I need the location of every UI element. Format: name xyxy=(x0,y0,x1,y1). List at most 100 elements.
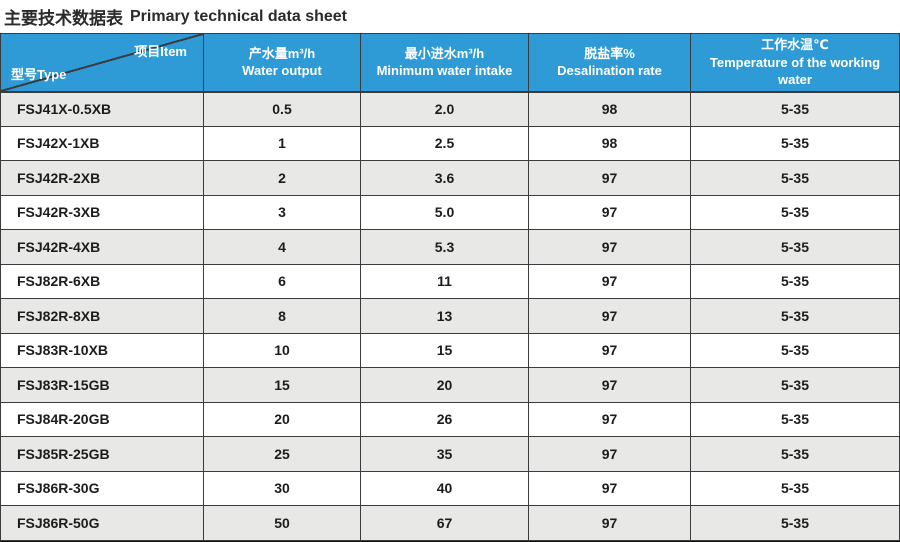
cell-desalination-rate: 97 xyxy=(528,263,691,300)
page-title-en: Primary technical data sheet xyxy=(130,7,347,25)
cell-water-intake: 67 xyxy=(360,505,529,541)
cell-temperature: 5-35 xyxy=(690,194,900,231)
cell-type: FSJ42X-1XB xyxy=(0,125,204,162)
cell-water-intake: 11 xyxy=(360,263,529,300)
cell-water-output: 50 xyxy=(203,505,361,541)
cell-temperature: 5-35 xyxy=(690,332,900,369)
cell-desalination-rate: 97 xyxy=(528,160,691,196)
header-label-zh: 最小进水m³/h xyxy=(404,45,485,61)
header-label-en: Desalination rate xyxy=(557,63,662,79)
cell-type: FSJ84R-20GB xyxy=(0,401,204,438)
table-row: FSJ85R-25GB 25 35 97 5-35 xyxy=(0,436,900,472)
cell-type: FSJ82R-8XB xyxy=(0,298,204,334)
table-row: FSJ84R-20GB 20 26 97 5-35 xyxy=(0,401,900,438)
cell-temperature: 5-35 xyxy=(690,263,900,300)
header-label-zh: 脱盐率% xyxy=(584,45,635,61)
header-cell-minimum-water-intake: 最小进水m³/h Minimum water intake xyxy=(360,32,529,93)
cell-type: FSJ85R-25GB xyxy=(0,436,204,472)
cell-desalination-rate: 97 xyxy=(528,470,691,507)
cell-desalination-rate: 98 xyxy=(528,91,691,127)
cell-water-output: 0.5 xyxy=(203,91,361,127)
cell-type: FSJ82R-6XB xyxy=(0,263,204,300)
cell-desalination-rate: 97 xyxy=(528,229,691,265)
table-row: FSJ83R-15GB 15 20 97 5-35 xyxy=(0,367,900,403)
table-row: FSJ42X-1XB 1 2.5 98 5-35 xyxy=(0,125,900,162)
cell-type: FSJ83R-15GB xyxy=(0,367,204,403)
technical-data-table: 项目Item 型号Type 产水量m³/h Water output 最小进水m… xyxy=(0,32,900,541)
cell-temperature: 5-35 xyxy=(690,367,900,403)
page-title-zh: 主要技术数据表 xyxy=(4,9,123,28)
cell-water-intake: 2.5 xyxy=(360,125,529,162)
table-row: FSJ41X-0.5XB 0.5 2.0 98 5-35 xyxy=(0,91,900,127)
cell-desalination-rate: 97 xyxy=(528,367,691,403)
cell-temperature: 5-35 xyxy=(690,298,900,334)
corner-label-item: 项目Item xyxy=(134,44,187,59)
cell-water-output: 30 xyxy=(203,470,361,507)
header-cell-water-output: 产水量m³/h Water output xyxy=(203,32,361,93)
bottom-border-bar xyxy=(0,540,900,542)
cell-temperature: 5-35 xyxy=(690,470,900,507)
cell-water-intake: 3.6 xyxy=(360,160,529,196)
cell-temperature: 5-35 xyxy=(690,125,900,162)
cell-temperature: 5-35 xyxy=(690,401,900,438)
table-row: FSJ82R-8XB 8 13 97 5-35 xyxy=(0,298,900,334)
cell-type: FSJ42R-4XB xyxy=(0,229,204,265)
cell-water-intake: 5.3 xyxy=(360,229,529,265)
cell-type: FSJ42R-2XB xyxy=(0,160,204,196)
cell-water-output: 20 xyxy=(203,401,361,438)
cell-water-output: 15 xyxy=(203,367,361,403)
cell-water-output: 1 xyxy=(203,125,361,162)
cell-desalination-rate: 98 xyxy=(528,125,691,162)
cell-water-intake: 20 xyxy=(360,367,529,403)
cell-type: FSJ86R-30G xyxy=(0,470,204,507)
cell-desalination-rate: 97 xyxy=(528,332,691,369)
cell-water-output: 2 xyxy=(203,160,361,196)
cell-water-output: 10 xyxy=(203,332,361,369)
cell-water-intake: 40 xyxy=(360,470,529,507)
cell-desalination-rate: 97 xyxy=(528,505,691,541)
table-row: FSJ42R-2XB 2 3.6 97 5-35 xyxy=(0,160,900,196)
table-row: FSJ42R-3XB 3 5.0 97 5-35 xyxy=(0,194,900,231)
cell-temperature: 5-35 xyxy=(690,160,900,196)
table-row: FSJ82R-6XB 6 11 97 5-35 xyxy=(0,263,900,300)
header-cell-working-water-temperature: 工作水温℃ Temperature of the working water xyxy=(690,32,900,93)
cell-water-output: 6 xyxy=(203,263,361,300)
cell-water-output: 3 xyxy=(203,194,361,231)
header-label-zh: 工作水温℃ xyxy=(761,37,829,52)
table-row: FSJ86R-30G 30 40 97 5-35 xyxy=(0,470,900,507)
cell-desalination-rate: 97 xyxy=(528,194,691,231)
cell-desalination-rate: 97 xyxy=(528,298,691,334)
cell-temperature: 5-35 xyxy=(690,436,900,472)
cell-water-output: 25 xyxy=(203,436,361,472)
header-label-en: Temperature of the working water xyxy=(709,54,881,88)
cell-temperature: 5-35 xyxy=(690,229,900,265)
cell-type: FSJ86R-50G xyxy=(0,505,204,541)
table-row: FSJ42R-4XB 4 5.3 97 5-35 xyxy=(0,229,900,265)
cell-water-output: 4 xyxy=(203,229,361,265)
cell-temperature: 5-35 xyxy=(690,505,900,541)
table-row: FSJ86R-50G 50 67 97 5-35 xyxy=(0,505,900,541)
cell-water-intake: 35 xyxy=(360,436,529,472)
cell-desalination-rate: 97 xyxy=(528,436,691,472)
diagonal-divider xyxy=(1,34,203,91)
page-title: 主要技术数据表 Primary technical data sheet xyxy=(0,0,900,33)
cell-type: FSJ41X-0.5XB xyxy=(0,91,204,127)
cell-desalination-rate: 97 xyxy=(528,401,691,438)
cell-water-intake: 26 xyxy=(360,401,529,438)
cell-water-intake: 2.0 xyxy=(360,91,529,127)
corner-label-type: 型号Type xyxy=(11,67,67,83)
header-cell-desalination-rate: 脱盐率% Desalination rate xyxy=(528,32,691,93)
header-cell-corner: 项目Item 型号Type xyxy=(0,32,204,93)
cell-water-intake: 5.0 xyxy=(360,194,529,231)
cell-type: FSJ42R-3XB xyxy=(0,194,204,231)
header-label-en: Water output xyxy=(242,63,322,79)
cell-water-intake: 13 xyxy=(360,298,529,334)
header-label-zh: 产水量m³/h xyxy=(248,45,316,61)
cell-type: FSJ83R-10XB xyxy=(0,332,204,369)
table-row: FSJ83R-10XB 10 15 97 5-35 xyxy=(0,332,900,369)
header-row: 项目Item 型号Type 产水量m³/h Water output 最小进水m… xyxy=(0,32,900,93)
cell-water-intake: 15 xyxy=(360,332,529,369)
cell-temperature: 5-35 xyxy=(690,91,900,127)
cell-water-output: 8 xyxy=(203,298,361,334)
